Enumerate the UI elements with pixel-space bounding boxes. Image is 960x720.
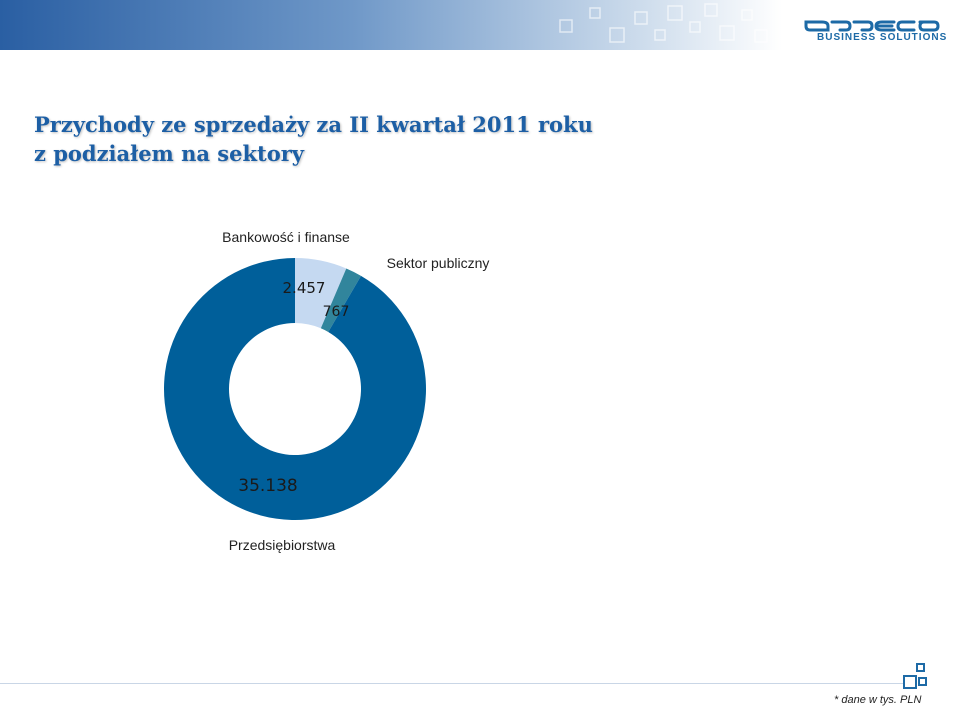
slice-category-label: Bankowość i finanse [222,229,350,245]
chart-slices [164,258,426,520]
footnote: * dane w tys. PLN [834,694,922,706]
slice-1 [295,258,347,329]
slice-3 [164,258,426,520]
title-line-1: Przychody ze sprzedaży za II kwartał 201… [34,112,593,137]
slice-category-label: Sektor publiczny [387,255,490,271]
asseco-logo [804,20,940,32]
slice-value-label: 767 [323,304,350,320]
chart-labels: Bankowość i finanse 2.457 Sektor publiczny… [222,229,489,553]
squares-icon [903,663,927,689]
slice-value-label: 35.138 [238,476,297,496]
slice-value-label: 2.457 [283,279,326,297]
slide-title: Przychody ze sprzedaży za II kwartał 201… [34,110,593,168]
footer-divider [0,683,905,684]
slice-2 [320,268,362,332]
slice-category-label: Przedsiębiorstwa [229,537,336,553]
logo-tagline: BUSINESS SOLUTIONS [817,32,948,43]
title-line-2: z podziałem na sektory [34,141,304,166]
